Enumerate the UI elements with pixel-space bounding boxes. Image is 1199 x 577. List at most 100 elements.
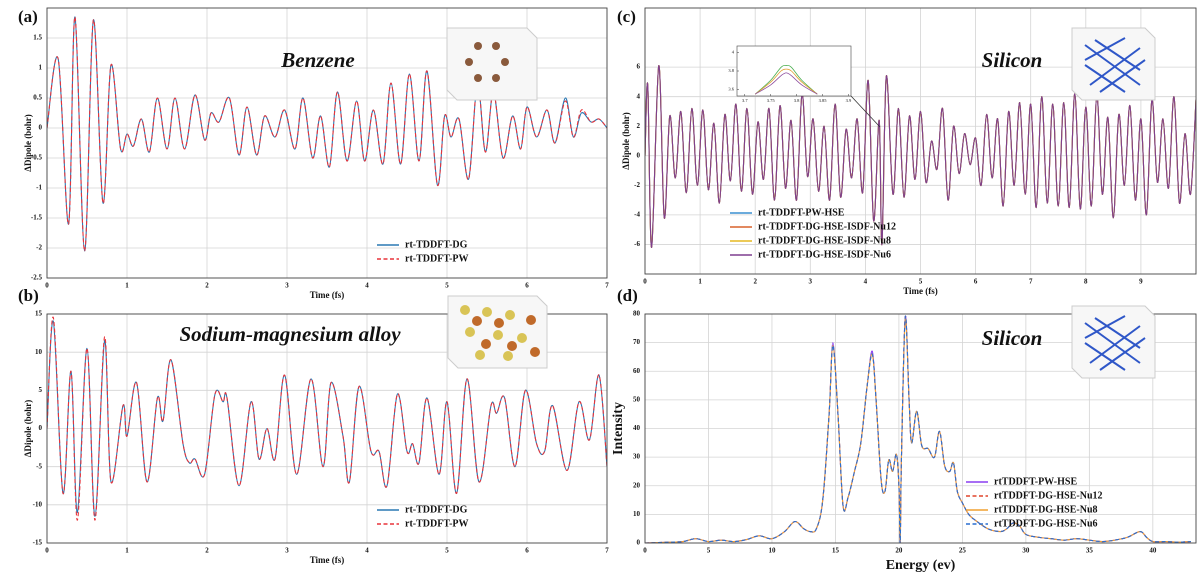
annotation: Sodium-magnesium alloy (179, 322, 401, 346)
x-tick-label: 20 (895, 547, 903, 555)
bonds (1084, 37, 1146, 93)
x-axis-label: Time (fs) (310, 290, 345, 300)
x-tick-label: 4 (864, 278, 868, 286)
atom (482, 307, 492, 317)
x-tick-label: 4 (365, 282, 369, 290)
atom (492, 74, 500, 82)
legend-label: rt-TDDFT-DG-HSE-ISDF-Nu8 (758, 235, 891, 246)
x-tick-label: 7 (1029, 278, 1033, 286)
x-tick-label: 0 (45, 282, 49, 290)
y-tick-label: 60 (633, 367, 641, 375)
legend-label: rt-TDDFT-PW (405, 253, 469, 264)
x-tick-label: 1 (125, 547, 129, 555)
y-tick-label: -2 (36, 244, 42, 252)
annotation: Silicon (982, 326, 1043, 350)
y-tick-label: 0 (39, 124, 43, 132)
legend-label: rt-TDDFT-DG (405, 239, 468, 250)
series-group (645, 65, 1196, 248)
x-tick-label: 10 (768, 547, 776, 555)
atom (503, 351, 513, 361)
panel-label: (a) (18, 7, 38, 26)
series-group (645, 315, 1191, 543)
x-tick-label: 5 (707, 547, 711, 555)
atom (465, 58, 473, 66)
data-line (645, 65, 1196, 248)
alloy-icon (447, 295, 548, 369)
icon-frame (1071, 305, 1156, 379)
x-tick-label: 5 (445, 282, 449, 290)
atom (481, 339, 491, 349)
x-tick-label: 25 (959, 547, 967, 555)
legend-label: rt-TDDFT-DG (405, 504, 468, 515)
y-tick-label: -2 (634, 181, 640, 189)
atom (474, 42, 482, 50)
x-tick-label: 3.8 (794, 98, 800, 103)
x-tick-label: 0 (45, 547, 49, 555)
y-axis-label: ΔDipole (bohr) (23, 114, 33, 171)
y-tick-label: 80 (633, 310, 641, 318)
data-line (645, 315, 1191, 543)
x-tick-label: 35 (1086, 547, 1094, 555)
x-axis-label: Energy (ev) (886, 558, 956, 573)
x-tick-label: 5 (919, 278, 923, 286)
x-tick-label: 2 (205, 282, 209, 290)
y-tick-label: -15 (33, 539, 43, 547)
annotation: Benzene (280, 48, 355, 72)
legend-label: rt-TDDFT-DG-HSE-ISDF-Nu6 (758, 249, 891, 260)
legend: rt-TDDFT-DG rt-TDDFT-PW (377, 504, 469, 529)
data-line (47, 16, 607, 252)
y-tick-label: 50 (633, 395, 641, 403)
atom (530, 347, 540, 357)
y-axis-label: ΔDipole (bohr) (621, 112, 631, 169)
y-tick-label: 5 (39, 386, 43, 394)
legend-label: rtTDDFT-DG-HSE-Nu8 (994, 504, 1098, 515)
x-tick-label: 3.75 (767, 98, 776, 103)
y-tick-label: 0 (637, 151, 641, 159)
x-tick-label: 1 (125, 282, 129, 290)
legend-label: rt-TDDFT-PW-HSE (758, 207, 845, 218)
atom (493, 330, 503, 340)
x-tick-label: 0 (643, 547, 647, 555)
silicon-icon (1071, 305, 1156, 379)
legend-label: rt-TDDFT-PW (405, 518, 469, 529)
inset-chart: 3.7 3.75 3.8 3.85 3.9 3.6 3.8 4 (728, 45, 852, 103)
y-tick-label: 10 (633, 510, 641, 518)
y-tick-label: 10 (35, 348, 43, 356)
panel-label: (b) (18, 286, 39, 305)
x-tick-label: 3.9 (846, 98, 852, 103)
y-tick-label: -0.5 (31, 154, 43, 162)
x-tick-label: 3 (285, 547, 289, 555)
y-tick-label: 20 (633, 481, 641, 489)
atom (505, 310, 515, 320)
icon-frame (1071, 27, 1156, 101)
plot-frame (644, 313, 1197, 544)
y-tick-label: 30 (633, 453, 641, 461)
x-tick-label: 8 (1084, 278, 1088, 286)
x-tick-label: 1 (698, 278, 702, 286)
inset-pointer (850, 95, 881, 128)
y-axis-label: Intensity (611, 402, 626, 455)
x-tick-label: 2 (753, 278, 757, 286)
plot-frame (644, 7, 1197, 275)
y-tick-label: 40 (633, 424, 641, 432)
data-line (754, 64, 818, 95)
silicon-icon (1071, 27, 1156, 101)
y-tick-label: 2 (637, 122, 641, 130)
bonds (1084, 315, 1146, 371)
y-tick-label: 70 (633, 338, 641, 346)
y-tick-label: -1.5 (31, 214, 43, 222)
y-tick-label: -5 (36, 462, 42, 470)
legend: rtTDDFT-PW-HSE rtTDDFT-DG-HSE-Nu12 rtTDDFT… (966, 476, 1103, 529)
legend: rt-TDDFT-PW-HSE rt-TDDFT-DG-HSE-ISDF-Nu12… (730, 207, 896, 260)
structure-icons (446, 27, 1156, 379)
y-axis-label: ΔDipole (bohr) (23, 400, 33, 457)
y-tick-label: 3.8 (728, 68, 734, 73)
atom (472, 316, 482, 326)
y-tick-label: -6 (634, 240, 640, 248)
x-tick-label: 15 (832, 547, 840, 555)
x-tick-label: 0 (643, 278, 647, 286)
series-group (754, 64, 818, 95)
x-tick-label: 3.7 (742, 98, 748, 103)
legend-label: rtTDDFT-DG-HSE-Nu12 (994, 490, 1103, 501)
